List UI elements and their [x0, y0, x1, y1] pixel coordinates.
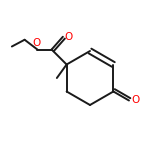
Text: O: O	[33, 38, 41, 48]
Text: O: O	[65, 32, 73, 42]
Text: O: O	[131, 95, 140, 105]
